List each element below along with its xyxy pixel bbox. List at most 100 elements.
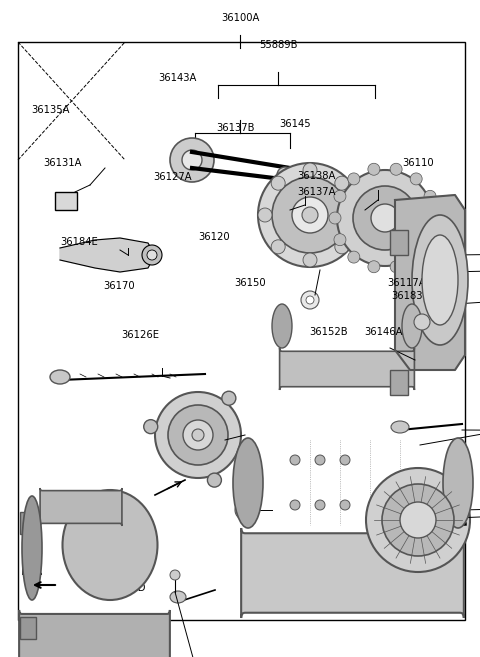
Ellipse shape (290, 455, 300, 465)
Text: 36126E: 36126E (121, 330, 159, 340)
Polygon shape (60, 238, 155, 272)
Ellipse shape (334, 191, 346, 202)
Ellipse shape (272, 304, 292, 348)
Bar (390, 370, 408, 395)
Text: 36138A: 36138A (298, 171, 336, 181)
Text: 36150: 36150 (234, 277, 265, 288)
Text: 36111D: 36111D (106, 583, 145, 593)
Text: 36145: 36145 (279, 118, 311, 129)
Ellipse shape (348, 251, 360, 263)
Text: 36120: 36120 (198, 231, 229, 242)
Ellipse shape (453, 505, 463, 515)
Ellipse shape (22, 496, 42, 600)
Ellipse shape (390, 163, 402, 175)
Polygon shape (395, 195, 465, 370)
Text: 36170: 36170 (103, 281, 135, 291)
Text: 36137A: 36137A (298, 187, 336, 197)
Bar (18, 42, 465, 620)
Ellipse shape (142, 245, 162, 265)
Ellipse shape (258, 163, 362, 267)
Ellipse shape (62, 490, 157, 600)
Text: 36146A: 36146A (365, 327, 403, 337)
Ellipse shape (240, 505, 250, 515)
Text: 36143A: 36143A (158, 72, 197, 83)
Ellipse shape (412, 215, 468, 345)
Ellipse shape (443, 438, 473, 528)
Ellipse shape (315, 455, 325, 465)
Ellipse shape (448, 500, 468, 520)
Ellipse shape (271, 240, 285, 254)
Ellipse shape (422, 235, 458, 325)
Ellipse shape (371, 204, 399, 232)
Ellipse shape (340, 455, 350, 465)
Text: 36127A: 36127A (154, 172, 192, 183)
Ellipse shape (168, 405, 228, 465)
Text: 55889B: 55889B (259, 39, 298, 50)
Ellipse shape (233, 438, 263, 528)
Ellipse shape (277, 167, 293, 183)
Ellipse shape (303, 163, 317, 177)
FancyBboxPatch shape (279, 348, 414, 390)
Bar (20, 617, 36, 639)
Ellipse shape (391, 421, 409, 433)
Ellipse shape (147, 250, 157, 260)
Ellipse shape (301, 291, 319, 309)
Ellipse shape (144, 420, 158, 434)
FancyBboxPatch shape (241, 528, 464, 618)
Ellipse shape (429, 212, 441, 224)
Ellipse shape (170, 138, 214, 182)
Ellipse shape (400, 502, 436, 538)
Ellipse shape (348, 173, 360, 185)
Ellipse shape (353, 186, 417, 250)
Ellipse shape (337, 170, 433, 266)
Ellipse shape (303, 253, 317, 267)
Ellipse shape (424, 191, 436, 202)
Ellipse shape (335, 176, 349, 190)
Text: 36135A: 36135A (31, 105, 70, 116)
Text: 36110: 36110 (402, 158, 433, 168)
Text: 36100A: 36100A (221, 13, 259, 24)
Text: FR.: FR. (21, 565, 44, 578)
Ellipse shape (340, 500, 350, 510)
Bar (390, 230, 408, 255)
Ellipse shape (170, 591, 186, 603)
Ellipse shape (402, 304, 422, 348)
Ellipse shape (410, 173, 422, 185)
FancyBboxPatch shape (40, 488, 122, 526)
Ellipse shape (329, 212, 341, 224)
Ellipse shape (290, 500, 300, 510)
Bar (55, 192, 77, 210)
Bar (20, 512, 36, 534)
Ellipse shape (183, 420, 213, 450)
Text: 36117A: 36117A (388, 277, 426, 288)
FancyBboxPatch shape (19, 610, 170, 657)
Text: 36183: 36183 (391, 290, 423, 301)
Ellipse shape (315, 500, 325, 510)
Ellipse shape (292, 197, 328, 233)
Bar (420, 285, 458, 310)
Ellipse shape (302, 207, 318, 223)
Ellipse shape (414, 314, 430, 330)
Ellipse shape (182, 150, 202, 170)
Text: 36184E: 36184E (60, 237, 98, 247)
Ellipse shape (424, 308, 432, 316)
Text: 36137B: 36137B (216, 123, 254, 133)
Ellipse shape (334, 234, 346, 246)
Ellipse shape (382, 484, 454, 556)
Ellipse shape (222, 391, 236, 405)
Ellipse shape (50, 370, 70, 384)
Ellipse shape (368, 261, 380, 273)
Ellipse shape (424, 234, 436, 246)
Text: 36152B: 36152B (310, 327, 348, 337)
Ellipse shape (258, 208, 272, 222)
Ellipse shape (192, 429, 204, 441)
Ellipse shape (271, 176, 285, 190)
Ellipse shape (420, 304, 436, 320)
Ellipse shape (390, 261, 402, 273)
Ellipse shape (170, 570, 180, 580)
Ellipse shape (368, 163, 380, 175)
Ellipse shape (272, 177, 348, 253)
Text: 36131A: 36131A (43, 158, 82, 168)
Ellipse shape (155, 392, 241, 478)
Ellipse shape (335, 240, 349, 254)
